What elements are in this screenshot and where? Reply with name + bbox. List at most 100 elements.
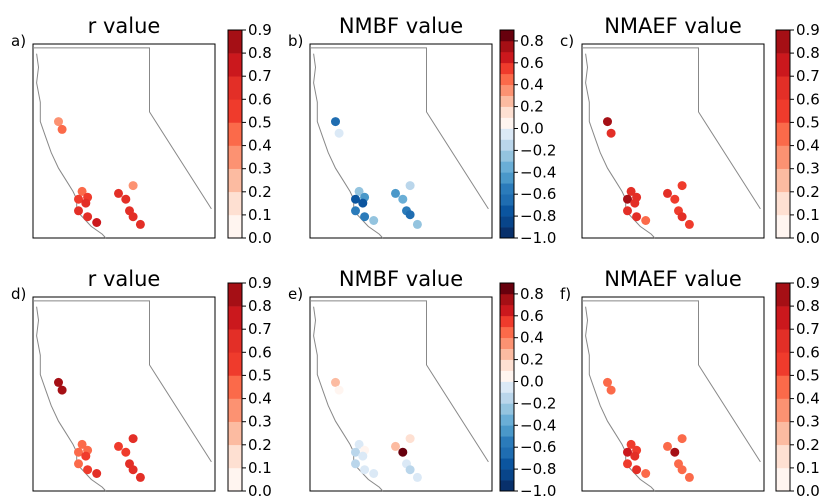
colorbar-segment [500, 403, 514, 415]
colorbar-tick-label: −0.4 [520, 163, 556, 181]
station-marker [360, 465, 370, 475]
colorbar-segment [500, 139, 514, 151]
colorbar-tick-label: 0.4 [796, 390, 820, 408]
panel-label: d) [11, 285, 26, 303]
colorbar-segment [776, 214, 790, 239]
colorbar-segment [500, 216, 514, 228]
station-marker [632, 465, 642, 475]
station-marker [81, 198, 91, 208]
station-marker [663, 188, 672, 198]
colorbar-segment [500, 326, 514, 339]
station-marker [334, 128, 344, 138]
colorbar-segment [500, 359, 514, 371]
colorbar-segment [500, 337, 514, 349]
colorbar-segment [228, 329, 242, 353]
colorbar-tick-label: −0.4 [520, 416, 556, 434]
station-marker [623, 206, 632, 216]
station-marker [405, 181, 415, 191]
colorbar-segment [500, 73, 514, 86]
colorbar-segment [500, 414, 514, 426]
station-marker [358, 451, 368, 461]
colorbar-segment [776, 168, 790, 193]
station-marker [128, 465, 138, 475]
coastline [585, 306, 656, 492]
colorbar-tick-label: 0.1 [796, 459, 820, 477]
colorbar-segment [500, 183, 514, 195]
state-border [582, 47, 761, 210]
station-marker [606, 385, 616, 395]
station-marker [606, 128, 616, 138]
station-marker [351, 447, 360, 457]
panel-label: e) [288, 285, 303, 303]
colorbar-tick-label: 0.3 [248, 413, 272, 431]
colorbar-segment [500, 227, 514, 239]
colorbar-tick-label: 0.7 [248, 67, 272, 85]
station-marker [83, 465, 93, 475]
colorbar-segment [228, 168, 242, 193]
colorbar-tick-label: 0.2 [248, 436, 272, 454]
colorbar-tick-label: 0.0 [796, 229, 820, 247]
colorbar-segment [228, 467, 242, 492]
colorbar-segment [228, 352, 242, 376]
station-marker [603, 377, 612, 387]
state-border [310, 47, 489, 210]
station-marker [135, 219, 145, 229]
colorbar-segment [500, 304, 514, 317]
colorbar-segment [228, 191, 242, 216]
station-marker [54, 117, 63, 127]
colorbar-tick-label: 0.2 [796, 183, 820, 201]
colorbar-segment [228, 214, 242, 239]
colorbar-segment [500, 436, 514, 448]
colorbar-segment [228, 30, 242, 54]
panel-label: a) [11, 32, 26, 50]
station-marker [121, 447, 131, 457]
state-border [33, 300, 212, 463]
panel-label: b) [288, 32, 303, 50]
colorbar-segment [500, 161, 514, 173]
station-marker [74, 194, 83, 204]
station-marker [626, 439, 636, 449]
colorbar-segment [228, 76, 242, 100]
colorbar-tick-label: 0.4 [796, 137, 820, 155]
station-marker [405, 465, 415, 475]
panel-label: f) [560, 285, 571, 303]
colorbar-tick-label: 0.0 [248, 482, 272, 499]
station-marker [77, 186, 87, 196]
map-frame [309, 43, 493, 239]
colorbar-tick-label: 0.1 [796, 206, 820, 224]
station-marker [83, 212, 93, 222]
colorbar-segment [776, 329, 790, 353]
colorbar-segment [228, 53, 242, 77]
station-marker [405, 434, 415, 444]
station-marker [351, 459, 360, 469]
station-marker [677, 434, 687, 444]
colorbar-tick-label: −0.8 [520, 460, 556, 478]
colorbar-segment [500, 30, 514, 42]
colorbar-tick-label: 0.4 [520, 329, 544, 347]
colorbar-segment [228, 145, 242, 169]
panel-title: NMBF value [339, 267, 463, 291]
station-marker [623, 194, 632, 204]
colorbar-segment [500, 370, 514, 382]
colorbar-tick-label: −1.0 [520, 229, 556, 247]
colorbar-segment [228, 398, 242, 422]
colorbar-segment [776, 421, 790, 446]
station-marker [369, 469, 379, 478]
colorbar-tick-label: 0.2 [520, 351, 544, 369]
station-marker [391, 188, 400, 198]
station-marker [641, 216, 651, 225]
colorbar-segment [500, 95, 514, 107]
colorbar-tick-label: 0.8 [520, 32, 544, 50]
colorbar-tick-label: 0.0 [520, 120, 544, 138]
colorbar-segment [500, 172, 514, 184]
colorbar-segment [500, 348, 514, 360]
station-marker [81, 451, 91, 461]
colorbar-segment [500, 480, 514, 492]
colorbar-frame [775, 29, 791, 239]
station-marker [630, 451, 640, 461]
colorbar-segment [776, 76, 790, 100]
station-marker [351, 206, 360, 216]
colorbar-tick-label: 0.5 [248, 366, 272, 384]
station-marker [54, 377, 63, 387]
